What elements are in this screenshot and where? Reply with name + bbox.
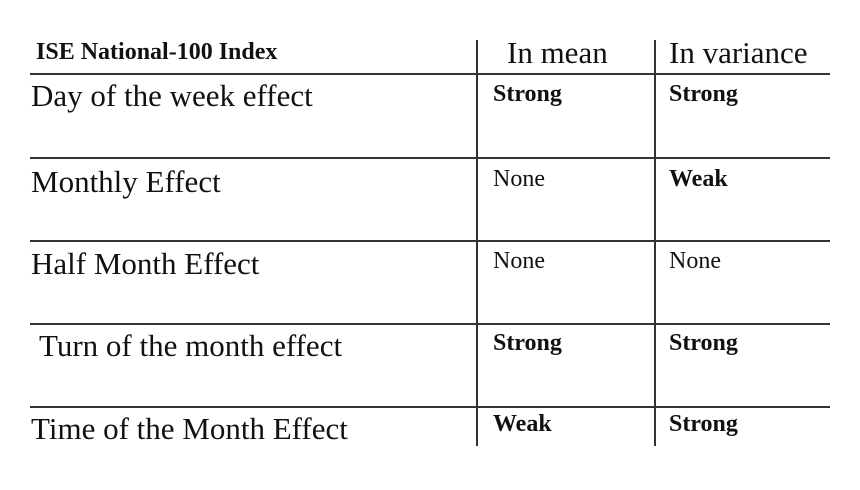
mean-cell: Strong [493,81,562,107]
mean-cell: Weak [493,411,552,437]
header-index: ISE National-100 Index [36,39,278,65]
row-label: Time of the Month Effect [31,411,348,446]
variance-cell: Weak [669,166,728,192]
variance-cell: Strong [669,81,738,107]
variance-cell: Strong [669,411,738,437]
mean-cell: Strong [493,330,562,356]
row-label: Turn of the month effect [39,328,343,363]
variance-cell: None [669,248,721,274]
mean-cell: None [493,248,545,274]
row-label: Half Month Effect [31,246,260,281]
row-divider [30,406,830,408]
row-label: Monthly Effect [31,164,221,199]
row-label: Day of the week effect [31,78,313,113]
header-divider [30,73,830,75]
row-divider [30,157,830,159]
column-divider [654,40,656,446]
row-divider [30,323,830,325]
header-in-variance: In variance [669,35,808,70]
header-in-mean: In mean [507,35,608,70]
mean-cell: None [493,166,545,192]
variance-cell: Strong [669,330,738,356]
row-divider [30,240,830,242]
column-divider [476,40,478,446]
